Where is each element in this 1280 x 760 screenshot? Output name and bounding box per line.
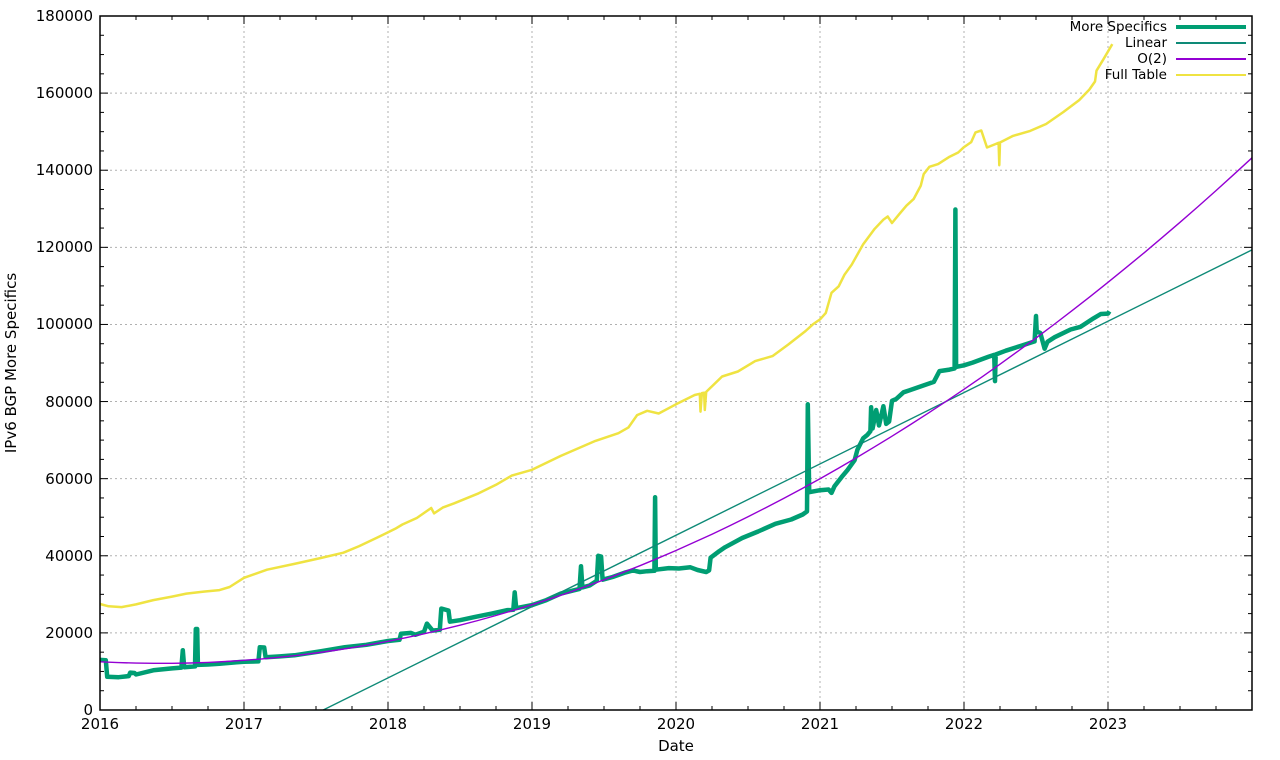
x-tick-label: 2023 [1088,715,1128,733]
legend: More Specifics Linear O(2) Full Table [1070,19,1246,83]
y-tick-label: 80000 [45,392,93,411]
y-tick-label: 180000 [35,7,93,25]
x-tick-label: 2020 [656,715,696,733]
legend-label: O(2) [1137,51,1167,67]
y-tick-label: 0 [83,701,93,719]
y-tick-label: 40000 [45,546,93,565]
x-tick-label: 2022 [944,715,984,733]
y-tick-label: 140000 [35,161,93,180]
legend-item-full-table: Full Table [1070,67,1246,83]
x-tick-label: 2021 [800,715,840,733]
legend-label: Full Table [1104,67,1167,83]
y-tick-label: 160000 [35,84,93,103]
legend-item-o2: O(2) [1070,51,1246,67]
legend-label: Linear [1125,35,1167,51]
legend-line-sample [1176,24,1246,30]
x-tick-label: 2016 [80,715,120,733]
series-full-table [99,43,1114,609]
legend-line-sample [1176,42,1246,44]
y-tick-label: 60000 [45,469,93,488]
series-more-specifics [99,207,1112,680]
x-axis-title: Date [658,737,694,755]
series-o2 [99,157,1253,664]
y-axis-title: IPv6 BGP More Specifics [2,272,20,454]
x-tick-label: 2017 [224,715,264,733]
y-tick-label: 120000 [35,238,93,257]
legend-item-more-specifics: More Specifics [1070,19,1246,35]
y-tick-label: 100000 [35,315,93,334]
series-linear [322,249,1253,711]
x-tick-label: 2019 [512,715,552,733]
x-tick-label: 2018 [368,715,408,733]
plot-border [99,15,1253,711]
legend-item-linear: Linear [1070,35,1246,51]
legend-label: More Specifics [1069,19,1167,35]
y-tick-label: 20000 [45,623,93,642]
legend-line-sample [1176,58,1246,60]
legend-line-sample [1176,73,1246,77]
